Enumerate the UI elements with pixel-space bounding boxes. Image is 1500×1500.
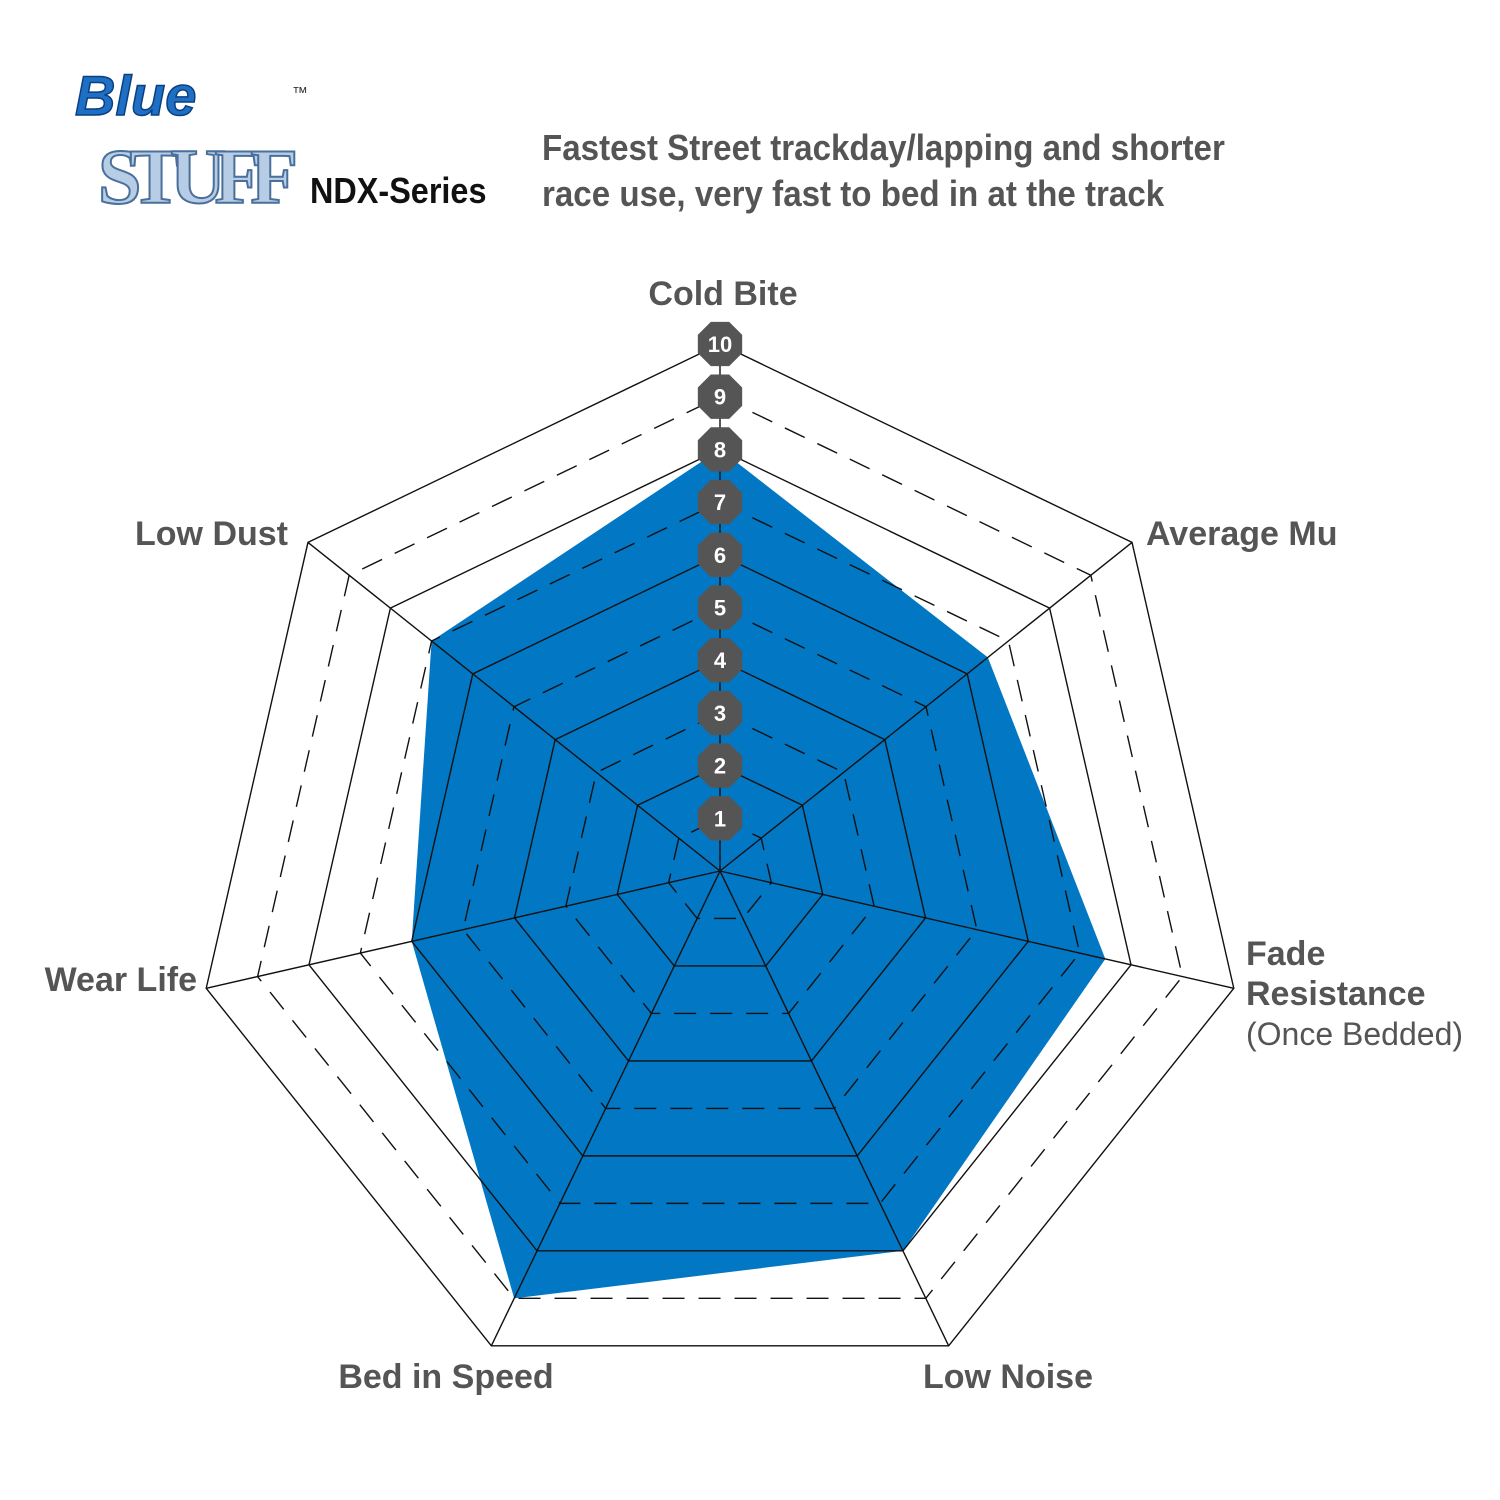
tick-badge	[697, 532, 743, 577]
axis-line	[490, 870, 721, 1347]
tick-label: 5	[714, 596, 726, 621]
axis-label: Average Mu	[1146, 515, 1337, 553]
tick-label: 3	[714, 701, 726, 726]
axis-line	[206, 870, 721, 989]
tick-badge	[697, 427, 743, 472]
axis-line	[719, 870, 1234, 989]
grid-ring-1	[667, 817, 773, 920]
tick-badge	[697, 321, 743, 367]
data-area	[411, 449, 1106, 1299]
tick-label: 7	[714, 490, 726, 515]
axis-line	[307, 541, 721, 872]
grid-ring-7	[359, 501, 1081, 1205]
grid-ring-2	[616, 764, 824, 967]
grid-ring-5	[462, 606, 978, 1110]
axis-label: Low Noise	[923, 1358, 1093, 1396]
tick-badge	[697, 690, 743, 736]
tick-badge	[697, 585, 743, 630]
grid-ring-3	[565, 712, 875, 1015]
tick-label: 8	[714, 437, 726, 462]
tick-label: 1	[714, 806, 726, 831]
tagline-line: Fastest Street trackday/lapping and shor…	[542, 127, 1225, 168]
axis-label: Low Dust	[135, 515, 288, 553]
tick-badge	[697, 743, 743, 788]
grid-ring-8	[308, 448, 1132, 1252]
tick-label: 4	[714, 648, 727, 673]
tick-label: 6	[714, 543, 726, 568]
tick-badge	[697, 374, 743, 419]
tagline-line: race use, very fast to bed in at the tra…	[542, 173, 1165, 214]
bluestuff-logo: Blue STUFF ™	[74, 63, 308, 220]
svg-text:STUFF: STUFF	[98, 133, 298, 220]
axis-label: Fade	[1246, 935, 1325, 973]
grid-ring-6	[410, 554, 1030, 1157]
tagline: Fastest Street trackday/lapping and shor…	[542, 125, 1278, 217]
tick-badge	[697, 479, 743, 525]
axis-line	[719, 541, 1133, 872]
grid-ring-4	[513, 659, 927, 1062]
axis-label: Bed in Speed	[338, 1358, 553, 1396]
svg-text:™: ™	[292, 85, 308, 102]
tick-label: 2	[714, 754, 726, 779]
axis-label: Wear Life	[45, 961, 197, 999]
tick-badge	[697, 796, 743, 841]
tick-label: 9	[714, 385, 726, 410]
grid-ring-9	[256, 395, 1184, 1300]
axis-sublabel: (Once Bedded)	[1246, 1016, 1463, 1052]
axis-label: Cold Bite	[648, 275, 797, 313]
series-name: NDX-Series	[310, 170, 487, 211]
svg-text:Blue: Blue	[75, 64, 196, 127]
tick-badge	[697, 638, 743, 683]
tick-label: 10	[708, 332, 732, 357]
grid-ring-10	[205, 343, 1235, 1347]
axis-label: Resistance	[1246, 975, 1426, 1013]
axis-line	[719, 870, 950, 1347]
